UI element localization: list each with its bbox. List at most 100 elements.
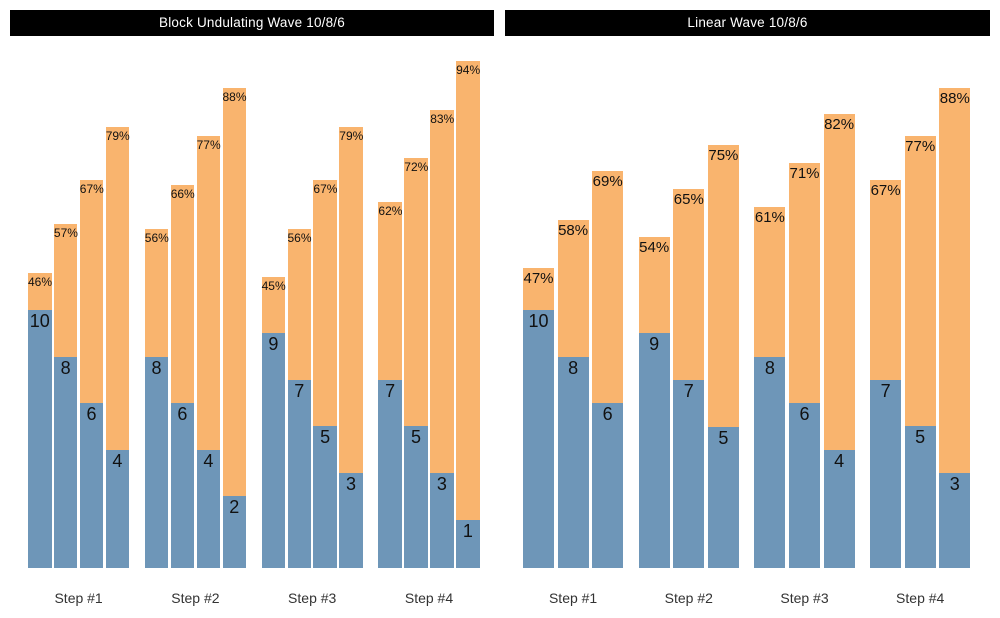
pct-label: 82% <box>824 116 855 134</box>
pct-label: 56% <box>144 230 169 245</box>
pct-label: 67% <box>313 182 338 197</box>
reps-label: 6 <box>86 404 97 425</box>
pct-label: 79% <box>339 129 364 144</box>
reps-label: 4 <box>834 450 845 471</box>
stacked-bar: 56% 8 <box>144 228 169 568</box>
stacked-bar: 79% 4 <box>105 127 130 568</box>
stacked-bar: 54% 9 <box>638 237 670 568</box>
reps-segment <box>404 426 428 568</box>
stacked-bar: 66% 6 <box>170 184 195 568</box>
reps-segment <box>904 426 936 568</box>
category-label: Step #4 <box>404 590 454 606</box>
stacked-bar: 69% 6 <box>592 171 624 568</box>
pct-label: 71% <box>789 164 820 182</box>
reps-segment <box>222 496 246 568</box>
reps-segment <box>196 449 221 568</box>
stacked-bar: 72% 5 <box>404 158 428 568</box>
reps-segment <box>789 403 820 568</box>
stacked-bar: 79% 3 <box>339 127 363 568</box>
reps-segment <box>144 356 169 568</box>
reps-segment <box>823 449 855 568</box>
pct-label: 65% <box>673 191 704 208</box>
pct-label: 58% <box>558 221 589 239</box>
stacked-bar: 56% 7 <box>287 228 312 568</box>
pct-label: 67% <box>870 182 901 200</box>
stacked-bar: 67% 5 <box>313 180 337 568</box>
reps-segment <box>707 426 739 568</box>
category-label: Step #2 <box>664 590 713 606</box>
reps-segment <box>339 473 363 568</box>
category-label: Step #3 <box>780 590 829 606</box>
stacked-bar: 77% 4 <box>196 136 221 568</box>
reps-label: 10 <box>29 310 50 331</box>
reps-segment <box>430 473 454 568</box>
stacked-bar: 88% 2 <box>222 87 247 568</box>
left-chart-title: Block Undulating Wave 10/8/6 <box>10 10 494 36</box>
right-chart-title: Linear Wave 10/8/6 <box>505 10 990 36</box>
stacked-bar: 61% 8 <box>754 206 786 568</box>
pct-label: 66% <box>170 186 195 201</box>
category-label: Step #1 <box>548 590 598 606</box>
reps-segment <box>557 356 589 568</box>
reps-segment <box>939 473 971 568</box>
reps-label: 10 <box>528 310 549 331</box>
reps-segment <box>170 403 195 568</box>
pct-label: 46% <box>28 274 53 289</box>
reps-segment <box>53 356 78 568</box>
reps-segment <box>313 426 337 568</box>
reps-label: 2 <box>229 497 240 518</box>
reps-label: 9 <box>268 334 279 355</box>
reps-label: 4 <box>112 450 123 471</box>
stacked-bar: 71% 6 <box>789 162 820 568</box>
reps-label: 6 <box>602 404 613 425</box>
stacked-bar: 82% 4 <box>823 114 855 568</box>
reps-label: 8 <box>568 357 579 378</box>
reps-segment <box>261 333 286 568</box>
reps-segment <box>592 403 624 568</box>
pct-label: 77% <box>905 138 936 156</box>
reps-label: 5 <box>915 427 926 448</box>
stacked-bar: 46% 10 <box>28 272 53 568</box>
reps-label: 3 <box>949 474 960 495</box>
stacked-bar: 75% 5 <box>707 145 739 568</box>
pct-label: 72% <box>404 160 429 175</box>
stacked-bar: 58% 8 <box>557 219 589 568</box>
category-label: Step #2 <box>171 590 220 606</box>
pct-label: 77% <box>196 138 221 153</box>
stacked-bar: 67% 6 <box>79 180 104 568</box>
reps-label: 7 <box>294 380 305 401</box>
category-label: Step #1 <box>54 590 103 606</box>
stacked-bar: 77% 5 <box>904 136 936 568</box>
reps-label: 4 <box>203 450 214 471</box>
pct-label: 67% <box>79 182 104 197</box>
pct-label: 79% <box>105 129 130 144</box>
reps-segment <box>28 309 52 568</box>
reps-segment <box>105 449 130 568</box>
pct-label: 88% <box>222 89 247 104</box>
reps-label: 5 <box>411 427 422 448</box>
reps-label: 3 <box>346 474 357 495</box>
reps-segment <box>378 379 402 568</box>
stacked-bar: 67% 7 <box>870 180 902 568</box>
pct-label: 83% <box>430 111 455 126</box>
category-label: Step #3 <box>288 590 337 606</box>
stacked-bar: 57% 8 <box>53 224 78 568</box>
reps-segment <box>638 333 670 568</box>
pct-label: 47% <box>523 270 554 288</box>
reps-label: 5 <box>718 427 729 448</box>
stacked-bar: 62% 7 <box>378 202 402 568</box>
reps-label: 1 <box>462 520 473 541</box>
pct-label: 69% <box>592 173 623 191</box>
reps-label: 8 <box>764 357 775 378</box>
reps-segment <box>523 309 554 568</box>
reps-label: 6 <box>799 404 810 425</box>
pct-label: 57% <box>53 226 78 241</box>
pct-label: 94% <box>456 63 481 78</box>
reps-segment <box>79 403 104 568</box>
reps-label: 7 <box>880 380 891 401</box>
pct-label: 75% <box>708 147 739 164</box>
stacked-bar: 65% 7 <box>673 189 705 568</box>
pct-label: 61% <box>754 208 785 226</box>
reps-label: 7 <box>385 380 396 401</box>
stacked-bar: 45% 9 <box>261 277 286 568</box>
